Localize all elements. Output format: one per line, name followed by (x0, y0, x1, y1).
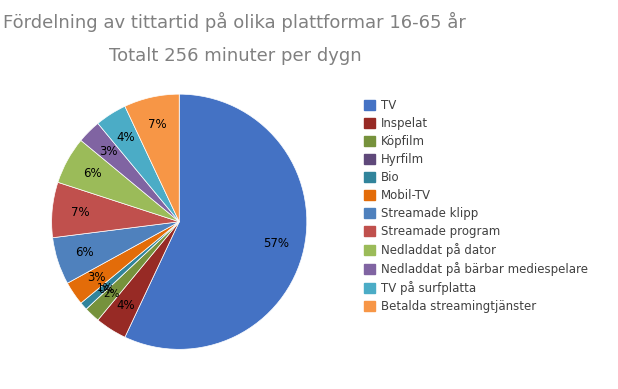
Wedge shape (98, 106, 179, 222)
Text: 3%: 3% (88, 271, 106, 284)
Text: 3%: 3% (99, 145, 118, 158)
Wedge shape (58, 140, 179, 222)
Wedge shape (81, 222, 179, 309)
Wedge shape (98, 222, 179, 337)
Text: 6%: 6% (75, 246, 94, 259)
Wedge shape (125, 94, 179, 222)
Text: 6%: 6% (83, 167, 101, 180)
Wedge shape (81, 123, 179, 222)
Text: 0%: 0% (98, 285, 115, 295)
Wedge shape (53, 222, 179, 283)
Text: Fördelning av tittartid på olika plattformar 16-65 år: Fördelning av tittartid på olika plattfo… (4, 12, 466, 32)
Wedge shape (52, 182, 179, 238)
Legend: TV, Inspelat, Köpfilm, Hyrfilm, Bio, Mobil-TV, Streamade klipp, Streamade progra: TV, Inspelat, Köpfilm, Hyrfilm, Bio, Mob… (365, 100, 588, 313)
Text: 4%: 4% (117, 299, 135, 312)
Text: 4%: 4% (117, 131, 135, 144)
Wedge shape (67, 222, 179, 303)
Wedge shape (86, 222, 179, 309)
Text: 7%: 7% (148, 118, 167, 131)
Text: Totalt 256 minuter per dygn: Totalt 256 minuter per dygn (109, 47, 361, 65)
Text: 57%: 57% (263, 237, 289, 250)
Wedge shape (86, 222, 179, 320)
Text: 1%: 1% (96, 282, 113, 293)
Wedge shape (125, 94, 307, 349)
Text: 7%: 7% (71, 206, 90, 219)
Text: 2%: 2% (103, 289, 119, 299)
